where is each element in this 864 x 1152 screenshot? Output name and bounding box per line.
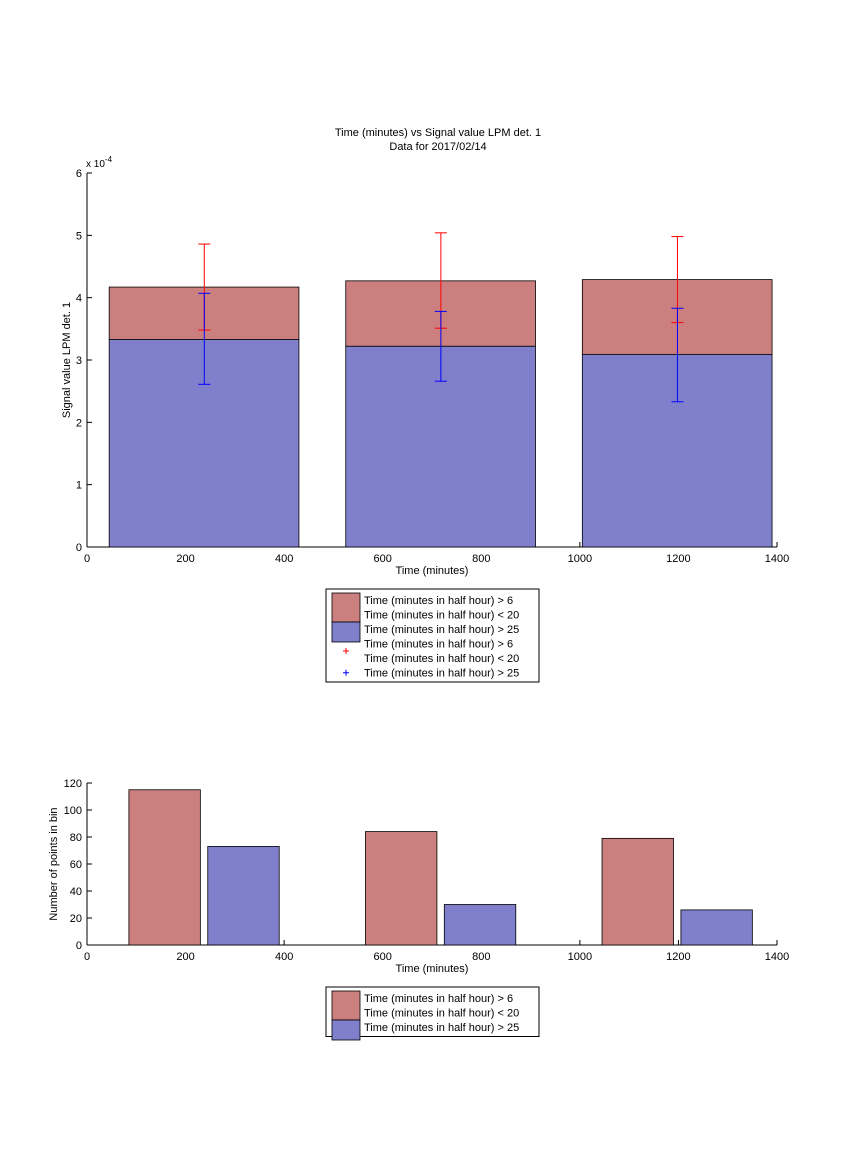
bottom-x-tick-label: 800 <box>472 951 490 963</box>
bottom-bar-red <box>128 789 201 946</box>
bottom-y-tick-label: 0 <box>76 940 82 952</box>
top-x-tick-label: 0 <box>84 553 90 565</box>
bottom-y-tick-label: 40 <box>70 886 82 898</box>
bottom-x-axis-label: Time (minutes) <box>396 963 469 975</box>
bottom-legend: Time (minutes in half hour) > 6 Time (min… <box>325 986 540 1041</box>
bottom-bar-blue <box>680 909 753 946</box>
top-y-tick-label: 6 <box>76 168 82 180</box>
bottom-y-axis-label: Number of points in bin <box>48 807 60 920</box>
bottom-plot-area: 0 200 400 600 800 1000 1200 1400 0 20 40 60 80 100 120 <box>64 778 790 963</box>
bottom-bar-red <box>365 831 438 946</box>
bottom-legend-swatch-red <box>331 990 361 1021</box>
top-y-tick-label: 3 <box>76 355 82 367</box>
top-chart-title: Time (minutes) vs Signal value LPM det. … <box>335 127 541 139</box>
top-x-axis-label: Time (minutes) <box>396 565 469 577</box>
bottom-bar-blue <box>443 904 517 946</box>
top-y-tick-label: 4 <box>76 293 82 305</box>
bottom-y-tick-label: 80 <box>70 832 82 844</box>
bottom-bar-blue <box>207 846 280 946</box>
top-x-tick-label: 800 <box>472 553 490 565</box>
top-y-tick-label: 5 <box>76 230 82 242</box>
bottom-x-tick-label: 1000 <box>568 951 592 963</box>
top-legend-label: Time (minutes in half hour) > 25 <box>364 624 519 636</box>
bottom-legend-box <box>325 986 540 1037</box>
top-legend-label: Time (minutes in half hour) > 6 <box>364 639 513 651</box>
top-y-tick-label: 1 <box>76 480 82 492</box>
bottom-x-tick-label: 1200 <box>666 951 690 963</box>
top-y-axis-label: Signal value LPM det. 1 <box>61 302 73 418</box>
top-y-tick-label: 0 <box>76 542 82 554</box>
top-legend-label: Time (minutes in half hour) < 20 <box>364 610 519 622</box>
top-x-tick-label: 600 <box>374 553 392 565</box>
bottom-y-tick-label: 60 <box>70 859 82 871</box>
top-x-tick-label: 1000 <box>568 553 592 565</box>
bottom-x-tick-label: 400 <box>275 951 293 963</box>
top-legend-box <box>325 588 540 683</box>
bottom-legend-swatch-blue <box>331 1019 361 1041</box>
top-legend-swatch-blue <box>331 621 361 643</box>
bottom-y-tick-label: 120 <box>64 778 82 790</box>
top-plot-area: 0 200 400 600 800 1000 1200 1400 0 1 2 3 4 5 6 <box>76 168 789 565</box>
top-legend-label: Time (minutes in half hour) > 25 <box>364 668 519 680</box>
top-legend-swatch-red <box>331 592 361 623</box>
top-x-tick-label: 1400 <box>765 553 789 565</box>
bottom-y-tick-label: 20 <box>70 913 82 925</box>
bottom-legend-label: Time (minutes in half hour) < 20 <box>364 1008 519 1020</box>
top-legend: Time (minutes in half hour) > 6 Time (min… <box>325 588 540 683</box>
top-legend-label: Time (minutes in half hour) < 20 <box>364 653 519 665</box>
top-chart-subtitle: Data for 2017/02/14 <box>389 141 486 153</box>
bottom-x-tick-label: 0 <box>84 951 90 963</box>
bottom-legend-label: Time (minutes in half hour) > 25 <box>364 1022 519 1034</box>
top-x-tick-label: 400 <box>275 553 293 565</box>
bottom-y-tick-label: 100 <box>64 805 82 817</box>
bottom-x-tick-label: 1400 <box>765 951 789 963</box>
top-legend-label: Time (minutes in half hour) > 6 <box>364 595 513 607</box>
top-y-tick-label: 2 <box>76 417 82 429</box>
top-x-tick-label: 1200 <box>666 553 690 565</box>
top-exponent-label: x 10-4 <box>86 155 113 170</box>
bottom-x-tick-label: 200 <box>176 951 194 963</box>
top-x-tick-label: 200 <box>176 553 194 565</box>
bottom-x-tick-label: 600 <box>374 951 392 963</box>
bottom-legend-label: Time (minutes in half hour) > 6 <box>364 993 513 1005</box>
bottom-bar-red <box>601 837 674 946</box>
